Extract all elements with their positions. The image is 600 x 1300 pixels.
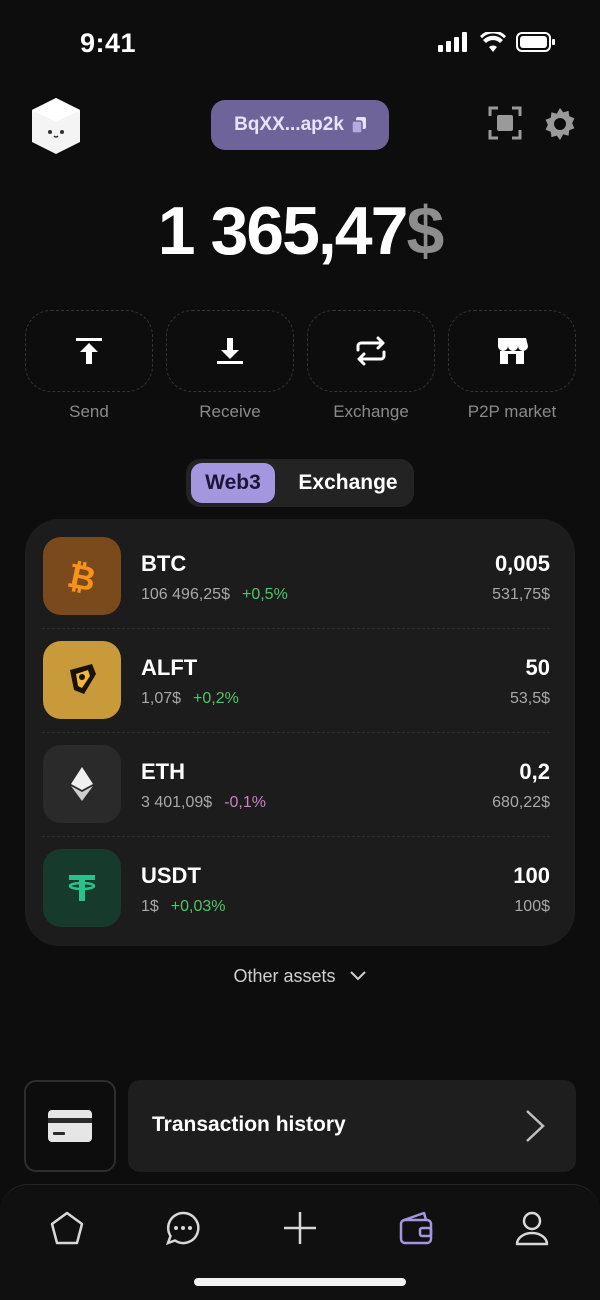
- asset-value: 680,22$: [492, 794, 550, 811]
- asset-value: 100$: [514, 898, 550, 915]
- tab-profile[interactable]: [512, 1208, 552, 1248]
- chevron-down-icon: [349, 971, 366, 981]
- profile-icon: [515, 1211, 549, 1246]
- tab-wallet[interactable]: [396, 1208, 436, 1248]
- exchange-label: Exchange: [333, 402, 409, 421]
- asset-value: 53,5$: [509, 690, 550, 707]
- signal-icon: [438, 32, 467, 52]
- status-time: 9:41: [80, 28, 137, 58]
- send-button[interactable]: [25, 310, 153, 392]
- asset-name: USDT: [141, 863, 201, 888]
- balance-currency: $: [406, 193, 444, 269]
- transaction-history-button[interactable]: Transaction history: [128, 1080, 576, 1172]
- card-icon: [48, 1110, 92, 1142]
- status-icons: [438, 32, 556, 52]
- total-balance: 1 365,47$: [0, 192, 600, 270]
- divider: [42, 628, 550, 629]
- asset-row-usdt[interactable]: USDT 1$ +0,03% 100 100$: [25, 831, 575, 935]
- bitcoin-icon: ₿: [43, 537, 121, 615]
- market-icon: [498, 338, 528, 364]
- tab-chat[interactable]: [163, 1208, 203, 1248]
- card-button[interactable]: [24, 1080, 116, 1172]
- send-label: Send: [69, 402, 109, 421]
- other-assets-link[interactable]: Other assets: [0, 966, 600, 987]
- asset-name: BTC: [141, 551, 187, 576]
- receive-label: Receive: [199, 402, 261, 421]
- settings-gear-icon[interactable]: [543, 107, 577, 141]
- alft-icon: [43, 641, 121, 719]
- send-icon: [76, 338, 102, 364]
- home-indicator: [194, 1278, 406, 1286]
- asset-amount: 100: [513, 863, 550, 888]
- receive-icon: [217, 338, 243, 364]
- asset-amount: 50: [525, 655, 550, 680]
- exchange-button[interactable]: [307, 310, 435, 392]
- plus-icon: [284, 1212, 316, 1244]
- transaction-history-label: Transaction history: [152, 1113, 346, 1136]
- asset-change: +0,03%: [170, 898, 226, 915]
- p2p-market-label: P2P market: [467, 402, 557, 421]
- asset-change: -0,1%: [224, 794, 266, 811]
- other-assets-label: Other assets: [233, 966, 336, 986]
- asset-price: 106 496,25$: [141, 586, 230, 603]
- asset-row-btc[interactable]: ₿ BTC 106 496,25$ +0,5% 0,005 531,75$: [25, 519, 575, 623]
- asset-price: 1$: [141, 898, 159, 915]
- asset-amount: 0,2: [519, 759, 550, 784]
- ethereum-icon: [43, 745, 121, 823]
- tether-icon: [43, 849, 121, 927]
- asset-change: +0,2%: [193, 690, 239, 707]
- tab-home[interactable]: [47, 1208, 87, 1248]
- exchange-icon: [356, 336, 386, 366]
- asset-row-eth[interactable]: ETH 3 401,09$ -0,1% 0,2 680,22$: [25, 727, 575, 831]
- home-icon: [50, 1211, 84, 1245]
- asset-name: ALFT: [141, 655, 198, 680]
- asset-name: ETH: [141, 759, 185, 784]
- divider: [42, 836, 550, 837]
- receive-button[interactable]: [166, 310, 294, 392]
- chat-icon: [165, 1211, 200, 1246]
- tab-add[interactable]: [280, 1208, 320, 1248]
- asset-row-alft[interactable]: ALFT 1,07$ +0,2% 50 53,5$: [25, 623, 575, 727]
- tab-exchange[interactable]: Exchange: [298, 471, 398, 494]
- chevron-right-icon: [526, 1110, 545, 1142]
- wallet-icon: [399, 1211, 433, 1245]
- balance-amount: 1 365,47: [157, 193, 409, 269]
- tab-web3[interactable]: Web3: [191, 463, 275, 503]
- asset-change: +0,5%: [241, 586, 288, 603]
- asset-price: 1,07$: [141, 690, 182, 707]
- wifi-icon: [480, 32, 506, 52]
- scan-icon[interactable]: [488, 106, 522, 140]
- asset-price: 3 401,09$: [141, 794, 213, 811]
- asset-value: 531,75$: [492, 586, 550, 603]
- svg-text:₿: ₿: [65, 556, 99, 596]
- divider: [42, 732, 550, 733]
- avatar[interactable]: [26, 96, 86, 156]
- p2p-market-button[interactable]: [448, 310, 576, 392]
- wallet-address: BqXX...ap2k: [234, 114, 344, 135]
- wallet-address-button[interactable]: BqXX...ap2k: [211, 100, 389, 150]
- copy-icon: [351, 117, 366, 133]
- battery-icon: [516, 32, 555, 52]
- asset-amount: 0,005: [494, 551, 550, 576]
